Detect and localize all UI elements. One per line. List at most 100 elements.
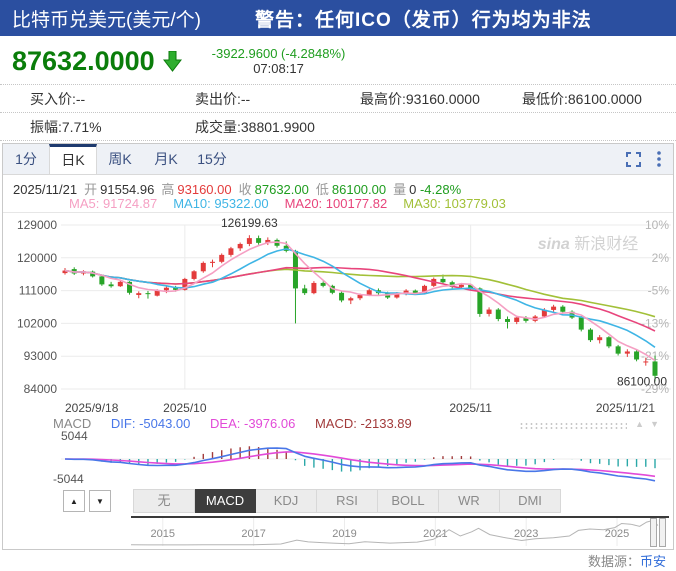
quote-field: 买入价:--: [30, 90, 86, 107]
svg-text:10%: 10%: [645, 218, 669, 232]
period-tab-月K[interactable]: 月K: [154, 151, 178, 167]
macd-chart[interactable]: 5044 -5044: [3, 429, 673, 486]
footer: 数据源： 币安: [0, 550, 676, 571]
period-tabs: 1分 日K 周K 月K 15分: [3, 144, 235, 174]
indicator-tab-BOLL[interactable]: BOLL: [378, 489, 439, 513]
svg-text:sina 新浪财经: sina 新浪财经: [538, 235, 638, 253]
x-axis-label: 2025/11/21: [595, 401, 655, 415]
indicator-row: ▲ ▼ 无 MACD KDJ RSI BOLL WR DMI: [63, 489, 673, 513]
navigator-chart[interactable]: 2015 2017 2019 2021 2023 2025: [131, 516, 669, 548]
quote-fields-row1: 买入价:-- 卖出价:-- 最高价:93160.0000 最低价:86100.0000: [0, 85, 676, 113]
candlestick-chart[interactable]: 129000 10% 120000 2% 111000 -5% 102000 -13% 9300…: [3, 212, 673, 401]
ohlc-field-label: 高: [161, 182, 175, 197]
indicator-tab-无[interactable]: 无: [133, 489, 195, 513]
ma-legend-item: MA10: 95322.00: [173, 196, 269, 211]
period-tab-15分[interactable]: 15分: [197, 151, 227, 167]
svg-text:102000: 102000: [17, 316, 57, 330]
period-tabbar: 1分 日K 周K 月K 15分: [3, 144, 673, 175]
svg-text:2017: 2017: [241, 528, 265, 540]
indicator-tabs: 无 MACD KDJ RSI BOLL WR DMI: [133, 489, 561, 513]
period-tab-周K[interactable]: 周K: [108, 151, 132, 167]
ohlc-field-label: 低: [315, 182, 329, 197]
svg-text:93000: 93000: [24, 349, 58, 363]
ma-legend-item: MA5: 91724.87: [69, 196, 158, 211]
panel-collapse-icons[interactable]: ▲▼: [635, 419, 665, 429]
price-change-block: -3922.9600 (-4.2848%) 07:08:17: [212, 46, 346, 76]
price-row: 87632.0000 -3922.9600 (-4.2848%) 07:08:1…: [0, 36, 676, 85]
ohlc-field-label: 开: [84, 182, 98, 197]
last-price: 87632.0000: [12, 45, 155, 76]
quote-panel: 87632.0000 -3922.9600 (-4.2848%) 07:08:1…: [0, 36, 676, 141]
svg-text:129000: 129000: [17, 218, 57, 232]
ohlc-field-value: 0: [409, 182, 417, 197]
macd-y-max: 5044: [61, 429, 88, 443]
svg-text:84000: 84000: [24, 382, 58, 396]
navigator-handle-right[interactable]: [659, 518, 666, 547]
indicator-tab-KDJ[interactable]: KDJ: [256, 489, 317, 513]
period-tab-1分[interactable]: 1分: [15, 151, 37, 167]
svg-text:2025: 2025: [605, 528, 629, 540]
data-source-label: 数据源：: [587, 554, 640, 569]
more-menu-icon[interactable]: [657, 151, 661, 167]
quote-field: 卖出价:--: [195, 90, 251, 107]
indicator-tab-DMI[interactable]: DMI: [500, 489, 561, 513]
quote-field: 成交量:38801.9900: [195, 118, 315, 135]
macd-dif-value: DIF: -5043.00: [110, 416, 191, 431]
x-axis-labels: 2025/9/18 2025/10 2025/11 2025/11/21: [3, 401, 673, 416]
ohlc-date: 2025/11/21: [13, 182, 78, 197]
quote-fields-row2: 振幅:7.71% 成交量:38801.9900: [0, 113, 676, 141]
navigator-row: 2015 2017 2019 2021 2023 2025: [3, 516, 673, 549]
ohlc-field-label: 收: [238, 182, 252, 197]
macd-header: MACD DIF: -5043.00 DEA: -3976.06 MACD: -…: [3, 416, 673, 433]
svg-text:120000: 120000: [17, 251, 57, 265]
indicator-down-button[interactable]: ▼: [89, 490, 111, 512]
macd-dea-value: DEA: -3976.06: [210, 416, 296, 431]
quote-field: 振幅:7.71%: [30, 118, 102, 135]
instrument-title: 比特币兑美元(美元/个): [12, 9, 201, 31]
svg-text:2023: 2023: [514, 528, 538, 540]
ohlc-field-value: 93160.00: [177, 182, 232, 197]
ohlc-info-line: 2025/11/21 开 91554.96 高 93160.00 收 87632.00 低 86…: [3, 175, 673, 197]
quote-field: 最低价:86100.0000: [522, 90, 642, 107]
svg-text:2019: 2019: [332, 528, 356, 540]
indicator-tab-MACD[interactable]: MACD: [195, 489, 256, 513]
macd-panel-resize-grip[interactable]: [519, 422, 627, 430]
ohlc-field-label: 量: [393, 182, 407, 197]
svg-text:-5%: -5%: [648, 284, 670, 298]
price-down-arrow-icon: [162, 50, 182, 72]
price-change: -3922.9600 (-4.2848%): [211, 46, 346, 61]
ma-legend-item: MA30: 103779.03: [403, 196, 506, 211]
period-tab-日K[interactable]: 日K: [49, 144, 97, 174]
svg-text:2015: 2015: [151, 528, 175, 540]
quote-field: 最高价:93160.0000: [360, 90, 480, 107]
ohlc-field-value: 86100.00: [331, 182, 387, 197]
fullscreen-icon[interactable]: [626, 151, 641, 167]
x-axis-label: 2025/11: [449, 401, 492, 415]
svg-text:2%: 2%: [652, 251, 670, 265]
svg-text:126199.63: 126199.63: [221, 216, 278, 230]
indicator-tab-WR[interactable]: WR: [439, 489, 500, 513]
macd-macd-value: MACD: -2133.89: [314, 416, 412, 431]
svg-text:111000: 111000: [19, 284, 58, 298]
quote-time: 07:08:17: [253, 61, 304, 76]
ohlc-field-value: 91554.96: [100, 182, 155, 197]
ma-legend-item: MA20: 100177.82: [284, 196, 388, 211]
x-axis-label: 2025/10: [163, 401, 207, 415]
navigator-handle-left[interactable]: [650, 518, 657, 547]
x-axis-label: 2025/9/18: [65, 401, 119, 415]
svg-text:86100.00: 86100.00: [617, 374, 667, 388]
tabbar-icons: [626, 144, 661, 174]
indicator-up-button[interactable]: ▲: [63, 490, 85, 512]
svg-text:2021: 2021: [423, 528, 447, 540]
ohlc-pct: -4.28%: [416, 182, 462, 197]
svg-text:-13%: -13%: [641, 316, 669, 330]
ma-legend-line: MA5: 91724.87 MA10: 95322.00 MA20: 100177.…: [3, 194, 673, 212]
macd-panel-title: MACD: [53, 416, 92, 431]
data-source-value[interactable]: 币安: [639, 554, 666, 569]
header-bar: 比特币兑美元(美元/个) 警告：任何ICO（发币）行为均为非法: [0, 0, 676, 36]
indicator-tab-RSI[interactable]: RSI: [317, 489, 378, 513]
svg-text:-29%: -29%: [641, 382, 669, 396]
chart-widget: 1分 日K 周K 月K 15分 2025/11/21 开 91554.96 高 93160.00…: [2, 143, 674, 550]
ico-warning-text: 警告：任何ICO（发币）行为均为非法: [254, 9, 592, 31]
